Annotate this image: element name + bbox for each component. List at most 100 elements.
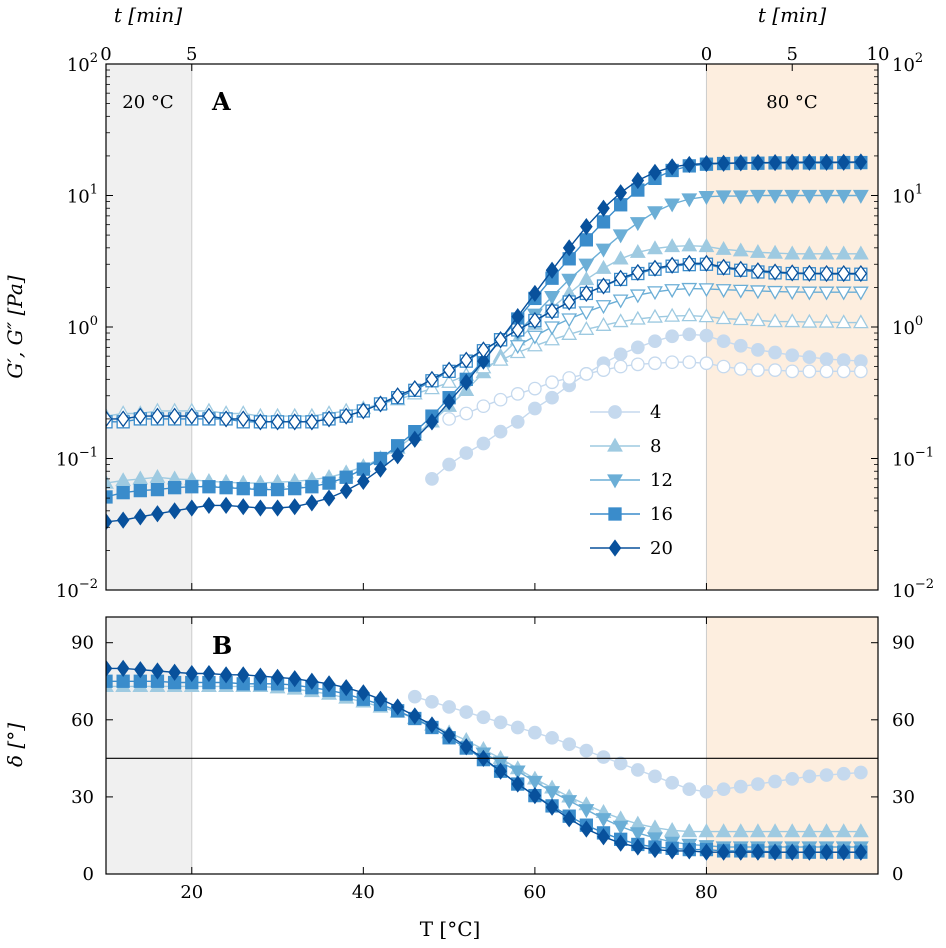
b-data-point	[305, 672, 319, 690]
a-data-point	[648, 259, 662, 277]
b-data-point	[271, 668, 284, 686]
a-data-point	[614, 184, 627, 202]
b-data-point	[562, 810, 576, 828]
a-data-point	[717, 154, 730, 172]
a-data-point	[818, 313, 835, 328]
a-data-point	[561, 325, 578, 340]
a-data-point	[852, 314, 869, 329]
panel-b: B 0 0 30 30 60 60 90 90 20 40 60 80 δ [°] T [°C]	[3, 616, 915, 941]
a-data-point	[528, 284, 542, 303]
b-data-point	[116, 674, 130, 688]
a-data-point	[837, 153, 850, 171]
b-data-point	[357, 684, 370, 702]
a-data-point	[202, 496, 216, 514]
a-data-point	[665, 355, 679, 370]
a-data-point	[629, 217, 646, 232]
b-data-point	[837, 843, 850, 861]
a-data-point	[768, 363, 782, 377]
a-data-point	[492, 351, 509, 366]
a-data-point	[185, 480, 199, 494]
a-data-point	[784, 313, 801, 328]
a-data-point	[682, 155, 696, 174]
a-data-point	[630, 357, 645, 372]
a-data-point	[561, 313, 578, 328]
a-data-point	[509, 340, 526, 355]
a-data-point	[305, 494, 319, 512]
a-data-point	[510, 414, 525, 429]
a-data-point	[818, 189, 835, 204]
y-tick-label-right: 0	[892, 864, 903, 885]
ylabel-b: δ [°]	[3, 723, 27, 767]
a-data-point	[715, 310, 732, 325]
a-data-point	[613, 359, 628, 374]
a-data-point	[580, 284, 593, 303]
a-data-point	[408, 380, 422, 398]
y-tick-label-right: 10−1	[892, 446, 934, 471]
a-data-point	[767, 244, 783, 259]
a-data-point	[149, 468, 166, 483]
b-data-point	[597, 828, 610, 846]
y-tick-label-left: 101	[67, 183, 98, 208]
a-data-point	[459, 373, 473, 391]
b-data-point	[442, 726, 456, 744]
a-data-point	[751, 343, 765, 357]
a-data-point	[715, 190, 732, 205]
a-data-point	[749, 243, 766, 258]
a-data-point	[784, 286, 801, 301]
a-data-point	[751, 262, 765, 280]
a-data-point	[648, 356, 662, 371]
a-data-point	[631, 263, 645, 282]
legend-item-4: 4	[590, 402, 661, 423]
b-data-point	[494, 762, 507, 780]
a-data-point	[425, 472, 439, 486]
a-data-point	[339, 482, 353, 500]
y-tick-label-right: 101	[892, 183, 923, 208]
a-data-point	[612, 250, 629, 265]
a-data-point	[837, 264, 850, 283]
a-data-point	[698, 308, 715, 323]
b-data-point	[853, 765, 868, 780]
a-data-point	[477, 341, 490, 359]
y-tick-label-left: 30	[71, 787, 94, 808]
legend-marker	[607, 437, 623, 452]
a-data-point	[425, 413, 439, 431]
a-series-12-storage	[509, 189, 869, 342]
a-data-point	[236, 410, 250, 428]
a-data-point	[545, 302, 559, 320]
a-data-point	[168, 407, 181, 425]
a-data-point	[784, 245, 801, 260]
a-data-point	[357, 472, 370, 490]
legend-label: 20	[650, 538, 673, 559]
b-data-point	[254, 667, 267, 685]
a-data-point	[596, 215, 611, 229]
a-data-point	[681, 237, 698, 252]
a-data-point	[510, 387, 525, 401]
b-data-point	[629, 827, 646, 842]
shaded-region-0	[106, 617, 192, 874]
a-data-point	[578, 271, 595, 286]
a-data-point	[374, 460, 387, 478]
x-tick-label: 40	[352, 882, 375, 903]
a-data-point	[612, 313, 629, 328]
b-data-point	[682, 842, 696, 860]
b-data-point	[106, 659, 113, 677]
a-data-point	[595, 300, 612, 315]
b-data-point	[803, 843, 816, 861]
a-data-point	[459, 351, 473, 369]
y-tick-label-left: 102	[67, 51, 98, 76]
a-data-point	[629, 289, 646, 304]
a-data-point	[732, 242, 749, 257]
a-data-point	[339, 470, 353, 484]
legend-label: 12	[650, 470, 673, 491]
b-data-point	[528, 787, 542, 805]
a-data-point	[681, 282, 698, 297]
a-data-point	[545, 261, 559, 279]
panel-a-ticks: 10−2 10−2 10−1 10−1 100 100 101 101 102 102	[56, 51, 934, 602]
a-data-point	[630, 340, 645, 355]
panel-label-b: B	[212, 631, 232, 660]
b-data-point	[580, 820, 593, 838]
a-data-point	[835, 286, 852, 301]
b-data-point	[751, 843, 765, 861]
y-tick-label-left: 10−2	[56, 577, 98, 602]
a-data-point	[167, 481, 182, 495]
